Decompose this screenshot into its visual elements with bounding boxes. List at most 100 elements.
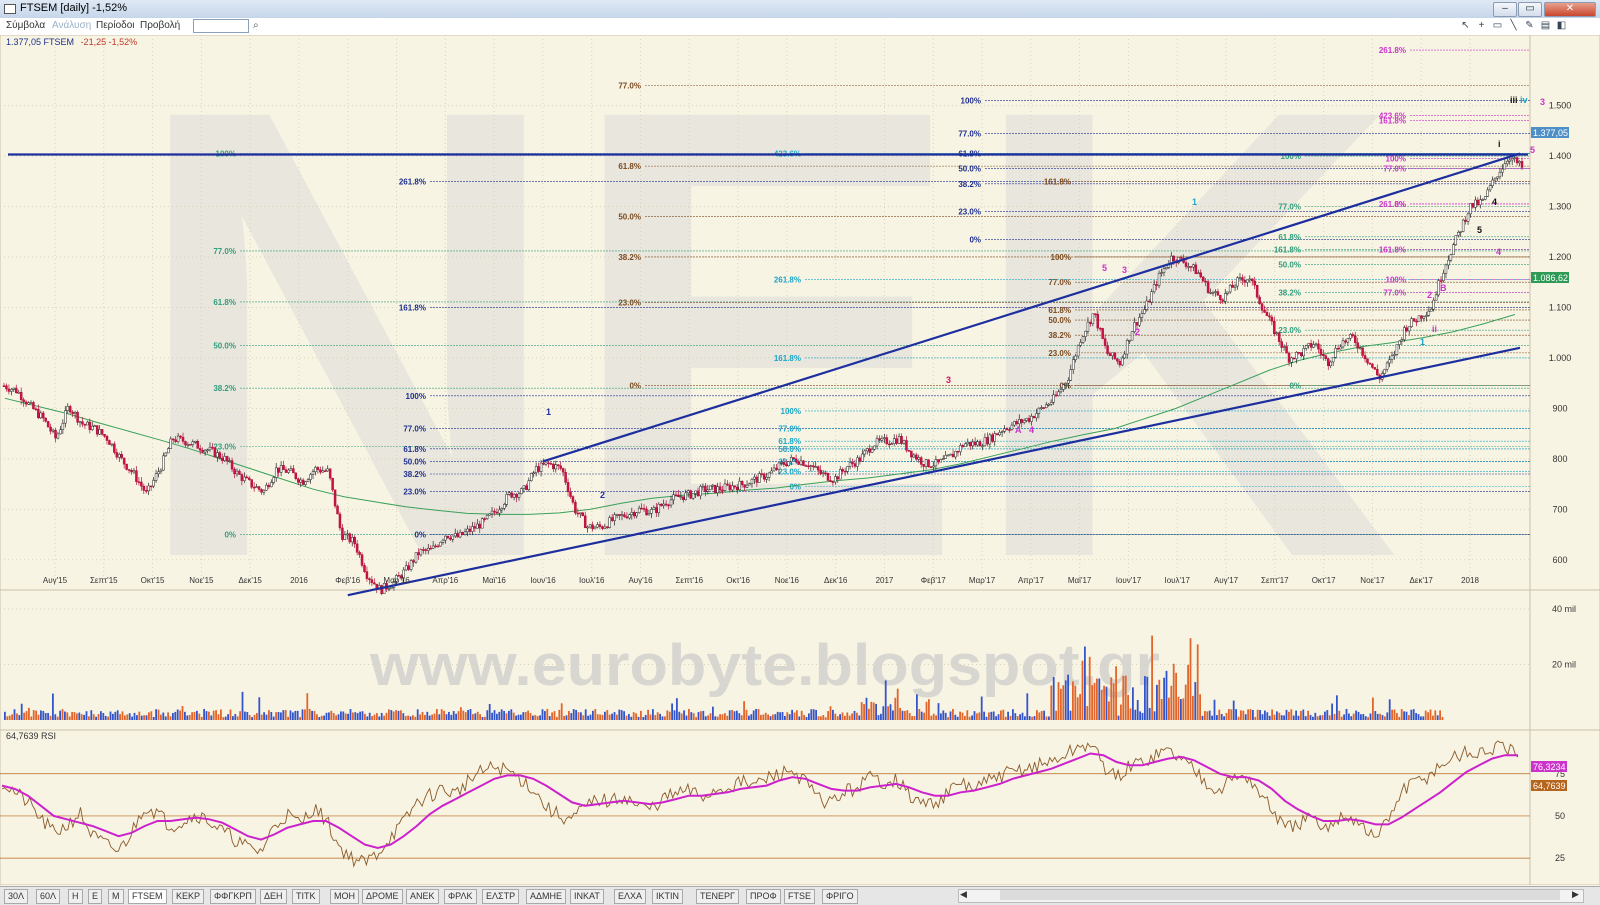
close-button[interactable]: ✕ [1544,2,1596,17]
candle-body [706,489,710,492]
volume-bar [164,716,167,720]
symbol-tab[interactable]: ΜΟΗ [330,889,359,904]
symbol-tab[interactable]: ΦΡΙΓΟ [822,889,858,904]
candle-body [792,457,795,460]
rsi-panel [0,729,1531,885]
volume-bar [714,716,717,720]
menu-analysis[interactable]: Ανάλυση [52,20,92,31]
line-icon[interactable]: ╲ [1510,20,1517,31]
symbol-tab[interactable]: Ε [88,889,103,904]
symbol-tab[interactable]: 60Λ [36,889,61,904]
volume-bar [71,711,73,720]
candle-body [566,482,570,492]
volume-bar [772,714,774,720]
crosshair-icon[interactable]: + [1478,20,1485,31]
edit-icon[interactable]: ✎ [1525,20,1534,31]
candle-body [522,485,526,489]
volume-bar [196,710,198,720]
symbol-tab[interactable]: ΦΡΛΚ [444,889,477,904]
symbol-tab[interactable]: ΔΕΗ [260,889,287,904]
candle-body [1346,338,1350,343]
candle-body [1211,292,1215,294]
volume-bar [575,709,577,720]
candle-body [973,441,977,446]
wave-label: 2 [1427,290,1432,300]
symbol-tab[interactable]: ΤΙΤΚ [292,889,320,904]
symbol-tab[interactable]: ΚΕΚΡ [172,889,205,904]
search-icon[interactable]: ⌕ [253,20,259,31]
volume-bar [347,713,349,720]
symbol-search-input[interactable] [193,19,249,33]
volume-bar [793,712,796,720]
fib-level-label: 61.8% [1048,306,1071,315]
volume-bar [232,716,234,720]
volume-bar [1228,709,1230,720]
volume-bar [332,712,335,720]
candle-body [157,471,160,475]
symbol-tab[interactable]: FTSE [784,889,816,904]
symbol-tab[interactable]: ΑΝΕΚ [406,889,439,904]
volume-bar [174,711,177,720]
symbol-tab[interactable]: ΙΚΤΙΝ [652,889,684,904]
menu-symbols[interactable]: Σύμβολα [6,20,46,31]
candle-body [885,437,889,445]
candle-body [731,485,734,491]
candle-body [682,496,685,500]
scrollbar-thumb[interactable] [1000,890,1560,900]
candle-body [431,545,435,549]
symbol-tab[interactable]: Μ [108,889,124,904]
symbol-tab[interactable]: ΕΛΧΑ [614,889,647,904]
symbol-tab[interactable]: FTSEM [128,889,167,904]
candle-body [1469,203,1472,215]
symbol-tab[interactable]: ΦΦΓΚΡΠ [210,889,256,904]
layout-icon[interactable]: ▤ [1540,20,1551,31]
scroll-left-arrow[interactable]: ◀ [960,889,967,899]
candle-body [91,425,94,431]
fib-level-label: 50.0% [778,445,801,454]
volume-bar [887,706,889,720]
symbol-tab[interactable]: ΕΛΣΤΡ [482,889,520,904]
volume-bar [1235,709,1237,720]
volume-bar [265,714,268,720]
candle-body [870,449,874,453]
scroll-right-arrow[interactable]: ▶ [1572,889,1579,899]
volume-bar [56,716,59,720]
volume-bar [349,709,352,720]
menu-periods[interactable]: Περίοδοι [96,20,135,31]
volume-bar [263,712,265,720]
symbol-tab[interactable]: ΙΝΚΑΤ [570,889,604,904]
volume-bar [908,713,911,720]
volume-bar [284,710,287,720]
candle-body [1476,199,1480,206]
candle-body [132,470,136,473]
candle-body [436,545,440,548]
volume-bar [1158,679,1161,720]
chart-area[interactable]: NEK www.eurobyte.blogspot.gr 100%77.0%61… [0,35,1600,885]
volume-bar [162,712,165,720]
candle-body [1172,255,1176,262]
cursor-icon[interactable]: ↖ [1461,20,1470,31]
symbol-tab[interactable]: ΤΕΝΕΡΓ [696,889,739,904]
candle-body [1238,277,1242,279]
fib-level-label: 61.8% [618,162,641,171]
volume-bar [1405,711,1408,720]
volume-bar [388,709,390,720]
symbol-tab[interactable]: ΠΡΟΦ [746,889,781,904]
maximize-button[interactable]: ▭ [1518,2,1542,17]
symbol-tab[interactable]: ΔΡΟΜΕ [362,889,403,904]
candle-body [297,478,300,483]
candle-body [1255,284,1259,298]
candle-body [858,457,862,462]
rectangle-icon[interactable]: ▭ [1492,20,1503,31]
window-icon[interactable]: ◧ [1556,20,1567,31]
symbol-tab[interactable]: Η [68,889,83,904]
candle-body [1214,291,1217,293]
menu-view[interactable]: Προβολή [140,20,181,31]
symbol-tab[interactable]: 30Λ [4,889,29,904]
minimize-button[interactable]: – [1493,2,1517,17]
volume-bar [433,713,436,720]
candle-body [422,549,425,551]
symbol-tab[interactable]: ΑΔΜΗΕ [526,889,567,904]
x-tick-label: Σεπτ'17 [1261,576,1289,585]
volume-bar [1184,684,1187,720]
